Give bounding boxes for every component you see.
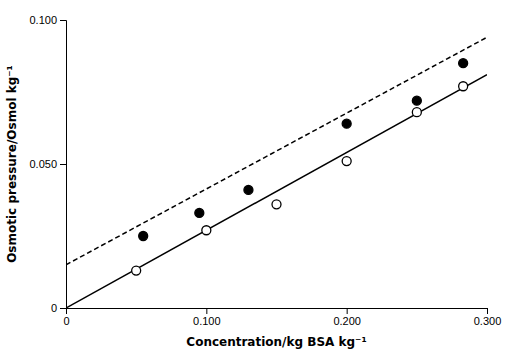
tick: 0.050 (29, 158, 66, 170)
point (459, 59, 468, 68)
x-axis-title: Concentration/kg BSA kg⁻¹ (186, 335, 366, 349)
tick-label: 0.050 (29, 158, 57, 170)
tick-mark (487, 308, 488, 314)
tick-mark (60, 164, 66, 165)
axis-line (67, 309, 488, 315)
point (272, 200, 281, 209)
tick: 0.200 (333, 308, 361, 327)
tick: 0.300 (474, 308, 502, 327)
tick: 0 (51, 302, 66, 314)
point (342, 119, 351, 128)
point (202, 226, 211, 235)
point (459, 82, 468, 91)
point (132, 266, 141, 275)
tick: 0.100 (29, 14, 66, 26)
axis-line (60, 21, 67, 309)
point (139, 232, 148, 241)
tick-label: 0.300 (474, 315, 502, 327)
chart-svg: 0 0.100 0.200 0.300 0 0.050 0.100 Concentration… (0, 0, 515, 356)
plot-area: 0 0.100 0.200 0.300 0 0.050 0.100 (29, 14, 501, 327)
x-axis: 0 0.100 0.200 0.300 (63, 308, 501, 327)
tick-mark (60, 308, 66, 309)
point (342, 157, 351, 166)
tick: 0 (63, 308, 69, 327)
tick-label: 0.200 (333, 315, 361, 327)
point-series (139, 59, 468, 241)
line (66, 75, 487, 308)
point (412, 108, 421, 117)
y-axis-title: Osmotic pressure/Osmol kg⁻¹ (5, 65, 19, 263)
tick-mark (206, 308, 207, 314)
line (66, 37, 487, 265)
tick-label: 0.100 (29, 14, 57, 26)
tick-label: 0.100 (193, 315, 221, 327)
tick-mark (347, 308, 348, 314)
point-series (132, 82, 468, 275)
point (244, 185, 253, 194)
point (412, 96, 421, 105)
tick-mark (60, 20, 66, 21)
y-axis: 0 0.050 0.100 (29, 14, 66, 314)
chart-container: 0 0.100 0.200 0.300 0 0.050 0.100 Concentration… (0, 0, 515, 356)
point (195, 208, 204, 217)
tick-label: 0 (63, 315, 69, 327)
tick-label: 0 (51, 302, 57, 314)
marks (66, 37, 487, 308)
tick: 0.100 (193, 308, 221, 327)
